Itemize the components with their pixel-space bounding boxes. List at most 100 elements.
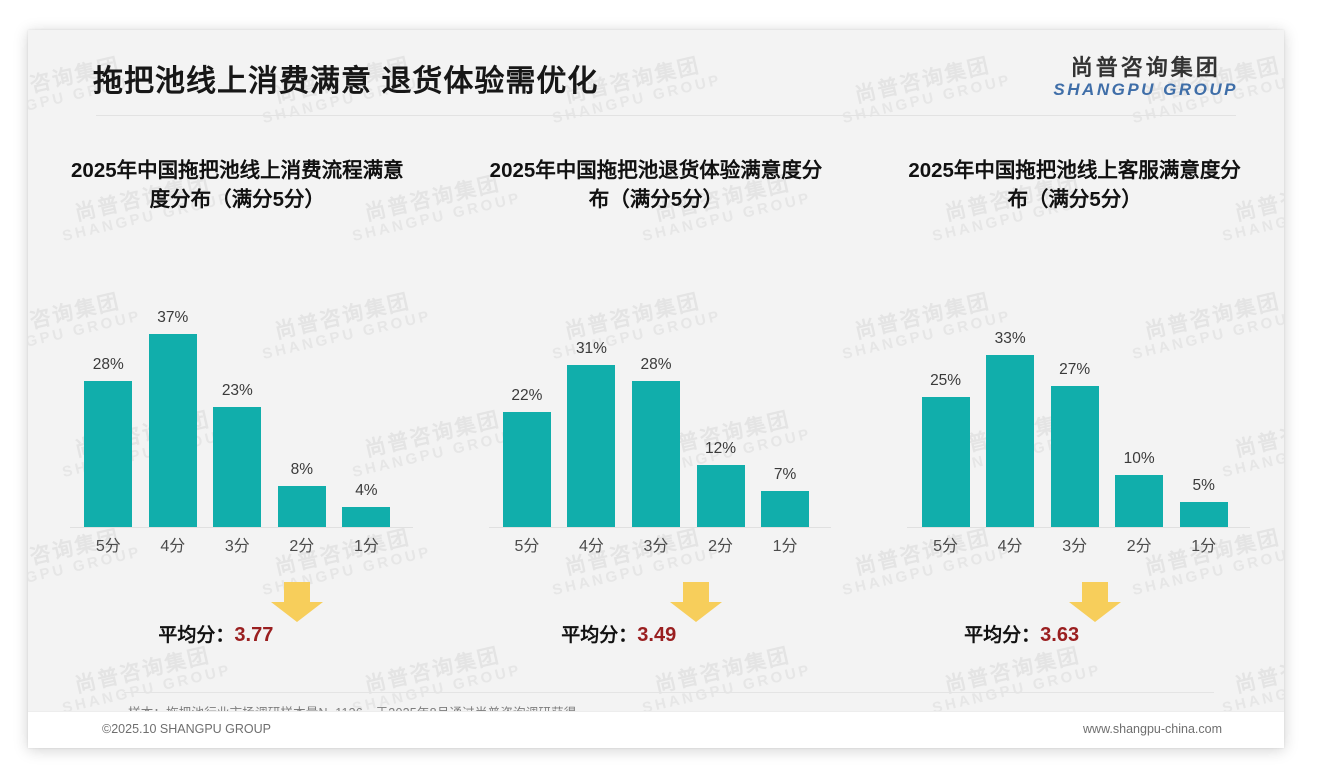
down-arrow-icon	[1067, 580, 1123, 624]
bar[interactable]	[986, 355, 1035, 528]
x-axis-tick-label: 2分	[1126, 538, 1152, 555]
x-axis-tick-label: 3分	[643, 538, 669, 555]
average-annotation: 平均分：3.49	[459, 576, 854, 672]
bar-value-label: 23%	[221, 382, 253, 399]
bar-slot: 4%	[334, 240, 399, 528]
bar-value-label: 37%	[157, 309, 189, 326]
x-axis-labels: 5分 4分 3分 2分 1分	[495, 532, 818, 566]
x-axis-tick-label: 4分	[579, 538, 604, 555]
x-axis-labels: 5分 4分 3分 2分 1分	[76, 532, 399, 566]
average-value: 3.77	[234, 624, 274, 646]
logo-text-en: SHANGPU GROUP	[1053, 80, 1238, 100]
bar-slot: 28%	[624, 240, 689, 528]
bar-value-label: 5%	[1192, 477, 1215, 494]
bar-value-label: 22%	[511, 387, 543, 404]
bar[interactable]	[342, 507, 391, 528]
bar-slot: 25%	[913, 240, 978, 528]
average-label: 平均分：	[561, 625, 638, 646]
plot-area: 28% 37% 23% 8% 4%	[76, 240, 399, 528]
bar-value-label: 28%	[92, 356, 124, 373]
bar-slot: 22%	[495, 240, 560, 528]
x-axis-line	[488, 527, 832, 528]
x-axis-tick-label: 5分	[933, 538, 959, 555]
page-title: 拖把池线上消费满意 退货体验需优化	[93, 65, 599, 98]
x-axis-tick-label: 3分	[1062, 538, 1088, 555]
x-axis-tick-label: 1分	[1191, 538, 1217, 555]
x-axis-tick-label: 4分	[160, 538, 186, 555]
x-axis-tick-label: 1分	[353, 538, 379, 555]
chart-title: 2025年中国拖把池线上消费流程满意度分布（满分5分）	[71, 159, 404, 212]
bar[interactable]	[567, 365, 616, 528]
bar-slot: 31%	[559, 240, 624, 528]
bar-value-label: 7%	[773, 466, 797, 483]
plot-area: 22% 31% 28% 12% 7%	[495, 240, 818, 528]
average-score: 平均分：3.77	[158, 620, 273, 647]
bar[interactable]	[1179, 502, 1228, 528]
bar-value-label: 4%	[355, 482, 378, 499]
plot-area: 25% 33% 27% 10% 5%	[913, 240, 1236, 528]
bar-value-label: 33%	[994, 330, 1026, 347]
average-value: 3.63	[1040, 624, 1080, 646]
bar[interactable]	[148, 334, 197, 528]
x-axis-tick-label: 1分	[772, 538, 798, 555]
bar-value-label: 31%	[575, 340, 607, 357]
x-axis-tick-label: 4分	[997, 538, 1023, 555]
bar[interactable]	[277, 486, 326, 528]
average-annotation: 平均分：3.77	[40, 576, 435, 672]
bar-slot: 23%	[205, 240, 270, 528]
bar-value-label: 28%	[640, 356, 672, 373]
chart-panel: 2025年中国拖把池线上消费流程满意度分布（满分5分） 28% 37% 23% 8% 4%…	[28, 138, 447, 672]
bar[interactable]	[84, 381, 133, 528]
bar-value-label: 12%	[705, 440, 737, 457]
bar[interactable]	[502, 412, 551, 528]
bar-slot: 7%	[753, 240, 818, 528]
slide-footer: ©2025.10 SHANGPU GROUP www.shangpu-china…	[28, 711, 1284, 748]
chart-panels: 2025年中国拖把池线上消费流程满意度分布（满分5分） 28% 37% 23% 8% 4%…	[28, 138, 1284, 672]
average-score: 平均分：3.63	[964, 620, 1079, 647]
chart-title: 2025年中国拖把池退货体验满意度分布（满分5分）	[489, 159, 823, 212]
slide-card: 尚普咨询集团 SHANGPU GROUP 尚普咨询集团 SHANGPU GROUP 尚普…	[28, 30, 1284, 748]
bar-series: 28% 37% 23% 8% 4%	[76, 240, 399, 528]
bar-series: 22% 31% 28% 12% 7%	[495, 240, 818, 528]
x-axis-line	[70, 527, 413, 528]
website-link[interactable]: www.shangpu-china.com	[1083, 722, 1222, 736]
down-arrow-icon	[668, 580, 724, 624]
bar[interactable]	[631, 381, 680, 528]
x-axis-tick-label: 5分	[95, 538, 121, 555]
chart-title: 2025年中国拖把池线上客服满意度分布（满分5分）	[908, 159, 1241, 212]
average-score: 平均分：3.49	[561, 620, 676, 647]
x-axis-tick-label: 2分	[708, 538, 733, 555]
average-label: 平均分：	[158, 625, 235, 646]
bar-slot: 5%	[1171, 240, 1236, 528]
x-axis-line	[907, 527, 1250, 528]
bar-slot: 10%	[1107, 240, 1172, 528]
footnote-divider	[124, 692, 1214, 693]
average-label: 平均分：	[964, 625, 1041, 646]
bar[interactable]	[1115, 475, 1164, 528]
brand-logo: 尚普咨询集团 SHANGPU GROUP	[1053, 55, 1238, 100]
bar-slot: 37%	[141, 240, 206, 528]
bar-series: 25% 33% 27% 10% 5%	[913, 240, 1236, 528]
bar[interactable]	[696, 465, 745, 528]
header-divider	[96, 115, 1236, 116]
bar[interactable]	[921, 397, 970, 528]
bar-slot: 8%	[270, 240, 335, 528]
bar-slot: 33%	[978, 240, 1043, 528]
slide-header: 拖把池线上消费满意 退货体验需优化 尚普咨询集团 SHANGPU GROUP	[28, 30, 1284, 126]
bar[interactable]	[213, 407, 262, 528]
x-axis-tick-label: 3分	[224, 538, 250, 555]
bar[interactable]	[1050, 386, 1099, 528]
average-annotation: 平均分：3.63	[877, 576, 1272, 672]
bar-value-label: 10%	[1123, 450, 1155, 467]
bar[interactable]	[761, 491, 810, 528]
logo-text-cn: 尚普咨询集团	[1070, 55, 1221, 80]
bar-slot: 12%	[688, 240, 753, 528]
bar-value-label: 27%	[1059, 361, 1091, 378]
bar-slot: 27%	[1042, 240, 1107, 528]
x-axis-tick-label: 5分	[514, 538, 540, 555]
chart-panel: 2025年中国拖把池线上客服满意度分布（满分5分） 25% 33% 27% 10% 5% 5…	[865, 138, 1284, 672]
bar-chart: 22% 31% 28% 12% 7% 5分 4分 3分 2分 1分	[459, 240, 854, 570]
bar-chart: 25% 33% 27% 10% 5% 5分 4分 3分 2分 1分	[877, 240, 1272, 570]
bar-slot: 28%	[76, 240, 141, 528]
bar-chart: 28% 37% 23% 8% 4% 5分 4分 3分 2分 1分	[40, 240, 435, 570]
